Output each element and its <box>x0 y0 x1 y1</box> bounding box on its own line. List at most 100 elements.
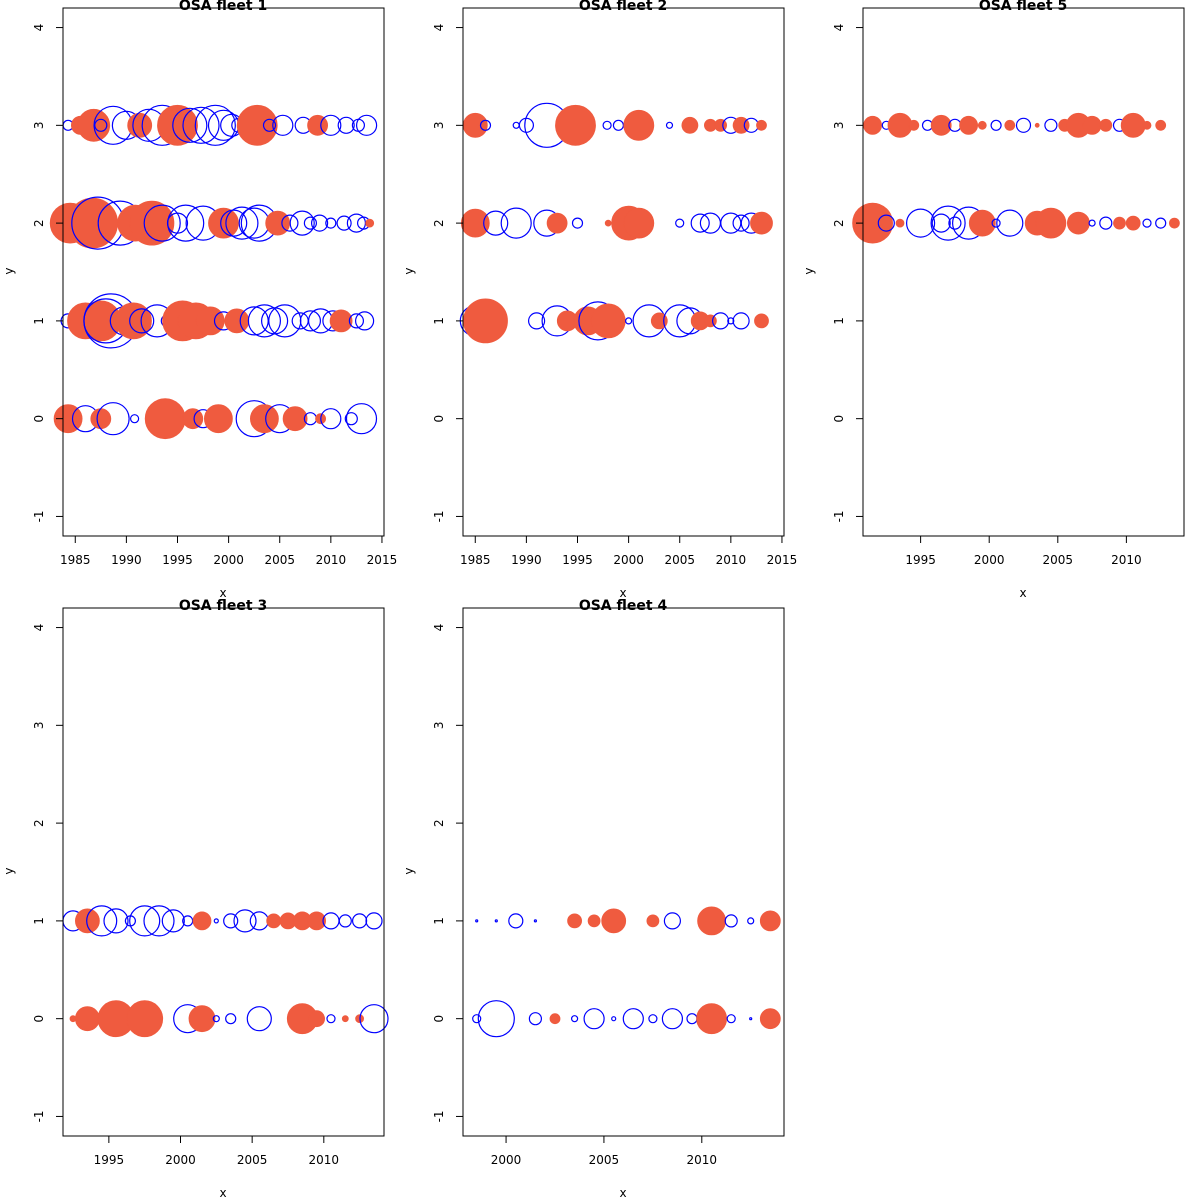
x-tick-label: 1995 <box>94 1153 125 1167</box>
y-tick-label: -1 <box>432 1110 446 1122</box>
panel-osa-fleet-1: OSA fleet 1 x y 1985 1990 1995 2000 2005 2010… <box>2 0 397 600</box>
x-tick-label: 1995 <box>905 553 936 567</box>
bubble-positive <box>977 120 987 130</box>
bubble-negative <box>1044 118 1058 132</box>
y-tick-label: 0 <box>832 415 846 423</box>
y-tick-label: 4 <box>432 624 446 632</box>
bubble-negative <box>355 311 375 331</box>
bubble-negative <box>583 1008 605 1030</box>
plot-frame <box>462 7 785 537</box>
x-tick-label: 2000 <box>491 1153 522 1167</box>
bubble-negative <box>325 217 337 229</box>
bubble-positive <box>696 1003 727 1035</box>
bubble-positive <box>697 906 726 936</box>
y-tick-label: 1 <box>832 317 846 325</box>
bubble-positive <box>90 408 112 430</box>
bubble-positive <box>75 908 100 934</box>
bubble-negative <box>732 312 750 330</box>
bubble-negative <box>167 204 205 242</box>
bubble-negative <box>303 216 317 230</box>
y-tick-label: 2 <box>832 219 846 227</box>
bubble-negative <box>103 908 129 934</box>
bubble-positive <box>224 308 250 334</box>
y-tick-label: 0 <box>32 415 46 423</box>
bubble-negative <box>747 917 755 925</box>
plot-frame <box>462 607 785 1137</box>
bubble-negative <box>161 909 185 933</box>
bubble-positive <box>1155 119 1167 131</box>
x-tick-label: 2005 <box>589 1153 620 1167</box>
bubble-negative <box>289 210 315 236</box>
bubble-negative <box>533 919 538 923</box>
bubble-positive <box>959 115 978 135</box>
y-tick-label: 0 <box>432 415 446 423</box>
bubble-negative <box>345 403 378 435</box>
y-tick-label: 1 <box>32 917 46 925</box>
bubble-positive <box>282 406 308 432</box>
bubble-positive <box>144 398 186 440</box>
bubble-positive <box>590 303 626 339</box>
bubble-positive <box>67 197 118 249</box>
bubble-positive <box>863 115 882 135</box>
bubble-negative <box>213 918 219 924</box>
bubble-negative <box>732 214 750 232</box>
bubble-negative <box>86 905 118 937</box>
bubble-positive <box>127 112 153 138</box>
panel-osa-fleet-3: OSA fleet 3 x y 1995 2000 2005 2010 -1 0 1 2 3 4 <box>2 598 389 1200</box>
y-tick-label: 4 <box>32 624 46 632</box>
bubble-negative <box>94 118 108 132</box>
bubble-positive <box>930 114 952 136</box>
panel-title: OSA fleet 3 <box>179 598 267 614</box>
bubble-positive <box>307 114 329 136</box>
data-points <box>472 906 781 1038</box>
panel-title: OSA fleet 4 <box>579 598 668 614</box>
bubble-positive <box>463 298 508 344</box>
bubble-negative <box>129 308 155 334</box>
y-tick-label: 0 <box>32 1015 46 1023</box>
bubble-negative <box>991 218 1001 228</box>
x-tick-label: 2010 <box>309 1153 340 1167</box>
bubble-positive <box>756 119 767 131</box>
bubble-negative <box>129 905 161 937</box>
bubble-negative <box>727 317 735 325</box>
bubble-negative <box>233 909 257 933</box>
bubble-positive <box>555 104 596 146</box>
bubble-negative <box>262 118 277 132</box>
bubble-negative <box>905 208 936 238</box>
bubble-positive <box>587 914 601 928</box>
bubble-negative <box>602 120 612 130</box>
y-tick-label: -1 <box>432 510 446 522</box>
bubble-negative <box>726 1014 736 1024</box>
bubble-negative <box>338 914 352 928</box>
panel-title: OSA fleet 2 <box>579 0 667 14</box>
bubble-positive <box>1120 112 1146 138</box>
bubble-negative <box>622 1008 644 1030</box>
bubble-positive <box>266 913 282 929</box>
bubble-negative <box>1015 117 1032 133</box>
y-tick-label: 3 <box>832 122 846 130</box>
bubble-negative <box>624 317 633 325</box>
bubble-negative <box>225 1013 237 1025</box>
x-tick-label: 2015 <box>367 553 398 567</box>
y-tick-label: 1 <box>32 317 46 325</box>
bubble-negative <box>359 1004 389 1034</box>
bubble-positive <box>704 314 717 328</box>
bubble-positive <box>759 910 781 932</box>
bubble-positive <box>192 911 212 931</box>
y-tick-label: 4 <box>832 24 846 32</box>
bubble-positive <box>460 208 490 238</box>
bubble-negative <box>1155 217 1167 229</box>
bubble-negative <box>96 402 130 436</box>
y-tick-label: 3 <box>32 122 46 130</box>
bubble-negative <box>220 209 248 237</box>
bubble-negative <box>527 312 546 330</box>
bubble-positive <box>714 118 727 132</box>
bubble-positive <box>129 200 175 246</box>
bubble-negative <box>483 210 509 236</box>
bubble-negative <box>281 214 299 232</box>
y-tick-label: 2 <box>32 819 46 827</box>
x-tick-label: 2015 <box>767 553 798 567</box>
x-tick-label: 2005 <box>1043 553 1074 567</box>
